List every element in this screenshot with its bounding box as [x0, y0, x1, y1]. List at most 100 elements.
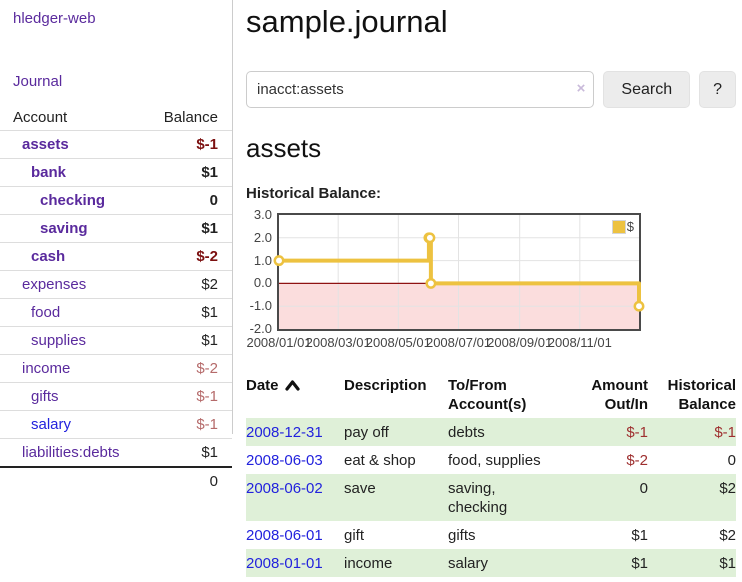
account-link-food[interactable]: food — [31, 304, 61, 321]
x-axis-tick: 2008/01/01 — [246, 335, 312, 350]
account-balance: $-2 — [147, 242, 232, 271]
transaction-accounts: gifts — [448, 527, 476, 544]
help-button[interactable]: ? — [699, 71, 736, 108]
x-axis-tick: 2008/07/01 — [425, 335, 492, 350]
transaction-amount: $1 — [631, 555, 648, 572]
account-link-checking[interactable]: checking — [40, 192, 106, 209]
account-link-assets[interactable]: assets — [22, 136, 69, 153]
accounts-header-balance: Balance — [163, 109, 218, 126]
account-link-saving[interactable]: saving — [40, 220, 88, 237]
account-balance: 0 — [147, 186, 232, 215]
account-row: saving $1 — [0, 214, 232, 243]
transaction-balance: $1 — [719, 555, 736, 572]
transaction-description: gift — [344, 527, 365, 544]
transaction-amount: 0 — [639, 480, 648, 497]
account-link-supplies[interactable]: supplies — [31, 332, 87, 349]
account-link-gifts[interactable]: gifts — [31, 388, 59, 405]
y-axis-tick: 2.0 — [253, 229, 272, 245]
account-row: income $-2 — [0, 354, 232, 383]
historical-balance-chart: $ 3.0 2.0 1.0 0.0 -1.0 -2.0 2008/01/01 2008/03/… — [246, 207, 736, 351]
account-heading: assets — [246, 133, 322, 163]
legend-swatch-icon — [611, 219, 626, 234]
account-balance: $1 — [147, 326, 232, 355]
column-header-date[interactable]: Date — [246, 372, 344, 418]
transaction-amount: $-2 — [626, 452, 648, 469]
account-link-income[interactable]: income — [22, 360, 71, 377]
account-row: bank $1 — [0, 158, 232, 187]
x-axis-tick: 2008/09/01 — [487, 335, 553, 350]
y-axis-tick: 0.0 — [253, 275, 272, 291]
transaction-accounts: food, supplies — [448, 452, 541, 469]
x-axis-tick: 2008/05/01 — [365, 335, 431, 350]
accounts-header-account: Account — [13, 109, 68, 126]
account-link-expenses[interactable]: expenses — [22, 276, 87, 293]
chart-legend: $ — [609, 218, 636, 235]
chart-data-point-marker — [633, 300, 645, 312]
transaction-date-link[interactable]: 2008-12-31 — [246, 424, 323, 441]
column-header-balance: Historical Balance — [667, 377, 736, 413]
accounts-total-row: 0 — [0, 466, 232, 495]
transaction-date-link[interactable]: 2008-06-02 — [246, 480, 323, 497]
y-axis-tick: -2.0 — [249, 321, 272, 336]
account-balance: $1 — [147, 438, 232, 467]
transaction-balance: $2 — [719, 480, 736, 497]
account-link-cash[interactable]: cash — [31, 248, 66, 265]
account-balance: $2 — [147, 270, 232, 299]
column-header-accounts: To/From Account(s) — [448, 377, 527, 413]
transaction-description: save — [344, 480, 376, 497]
account-row: checking 0 — [0, 186, 232, 215]
account-balance: $1 — [147, 158, 232, 187]
account-row: liabilities:debts $1 — [0, 438, 232, 467]
table-row: 2008-06-02 save saving, checking 0 $2 — [246, 474, 736, 521]
clear-search-icon[interactable]: × — [576, 80, 586, 97]
transaction-description: pay off — [344, 424, 389, 441]
account-balance: $-1 — [147, 130, 232, 159]
account-row: cash $-2 — [0, 242, 232, 271]
chart-plot-area: $ — [273, 213, 645, 331]
page-title: sample.journal — [246, 4, 448, 39]
chart-data-point-marker — [424, 232, 436, 244]
account-link-bank[interactable]: bank — [31, 164, 67, 181]
y-axis-tick: 1.0 — [253, 252, 272, 268]
transaction-amount: $1 — [631, 527, 648, 544]
y-axis-tick: 3.0 — [253, 207, 272, 222]
chart-data-point-marker — [273, 255, 285, 267]
account-balance: $1 — [147, 298, 232, 327]
table-row: 2008-06-03 eat & shop food, supplies $-2 0 — [246, 446, 736, 474]
search-input[interactable] — [246, 71, 595, 108]
transaction-date-link[interactable]: 2008-06-01 — [246, 527, 323, 544]
account-balance: $1 — [147, 214, 232, 243]
sidebar-item-journal[interactable]: Journal — [13, 73, 63, 90]
account-row: food $1 — [0, 298, 232, 327]
account-row: gifts $-1 — [0, 382, 232, 411]
transaction-accounts: salary — [448, 555, 489, 572]
column-header-amount: Amount Out/In — [591, 377, 648, 413]
transaction-balance: $-1 — [714, 424, 736, 441]
transaction-balance: $2 — [719, 527, 736, 544]
chart-data-point-marker — [425, 277, 437, 289]
account-balance: $-1 — [147, 410, 232, 439]
transaction-balance: 0 — [727, 452, 736, 469]
transaction-description: income — [344, 555, 393, 572]
search-button[interactable]: Search — [603, 71, 691, 108]
x-axis-tick: 2008/03/01 — [305, 335, 371, 350]
main-content: sample.journal × Search ? assets Histori… — [246, 0, 736, 577]
sidebar: hledger-web Journal Account Balance asse… — [0, 0, 233, 495]
app-title-link[interactable]: hledger-web — [13, 10, 96, 27]
transaction-date-link[interactable]: 2008-06-03 — [246, 452, 323, 469]
account-row: assets $-1 — [0, 130, 232, 159]
transaction-amount: $-1 — [626, 424, 648, 441]
account-row: expenses $2 — [0, 270, 232, 299]
sort-ascending-icon — [284, 380, 300, 391]
account-link-liabilities-debts[interactable]: liabilities:debts — [22, 444, 120, 461]
chart-canvas — [273, 215, 645, 329]
table-row: 2008-12-31 pay off debts $-1 $-1 — [246, 418, 736, 446]
account-link-salary[interactable]: salary — [31, 416, 72, 433]
transaction-description: eat & shop — [344, 452, 416, 469]
accounts-total-balance: 0 — [147, 466, 232, 495]
transaction-accounts: debts — [448, 424, 485, 441]
column-header-description: Description — [344, 377, 427, 394]
transaction-date-link[interactable]: 2008-01-01 — [246, 555, 323, 572]
table-row: 2008-06-01 gift gifts $1 $2 — [246, 521, 736, 549]
y-axis-tick: -1.0 — [249, 298, 272, 314]
